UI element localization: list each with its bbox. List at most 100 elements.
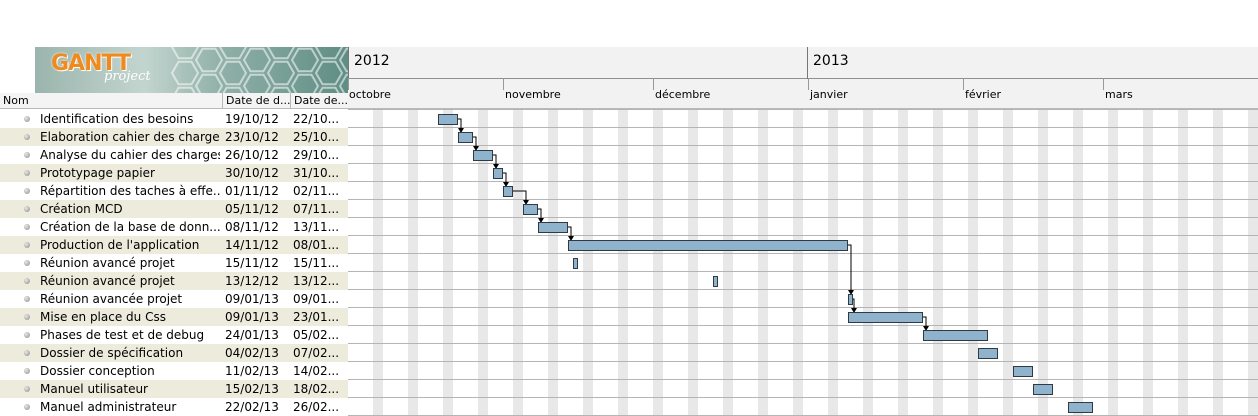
task-start-date: 15/11/12	[225, 256, 279, 270]
task-end-date: 07/02...	[293, 346, 340, 360]
task-end-date: 31/10...	[293, 166, 340, 180]
task-bullet-icon	[24, 170, 30, 176]
weekend-column	[793, 109, 803, 416]
hexagon-shape	[222, 86, 244, 93]
task-row[interactable]: Dossier de spécification 04/02/13 07/02...	[0, 344, 348, 362]
dependency-arrow-icon	[848, 290, 854, 295]
task-start-date: 13/12/12	[225, 274, 279, 288]
weekend-column	[1213, 109, 1223, 416]
task-bar[interactable]	[848, 312, 923, 323]
task-bar[interactable]	[458, 132, 473, 143]
task-row[interactable]: Prototypage papier 30/10/12 31/10...	[0, 164, 348, 182]
task-bar[interactable]	[978, 348, 998, 359]
dependency-line	[472, 136, 477, 149]
task-bar[interactable]	[1013, 366, 1033, 377]
logo-subtitle: project	[104, 69, 151, 84]
month-divider	[348, 78, 349, 90]
task-row[interactable]: Analyse du cahier des charges 26/10/12 29/…	[0, 146, 348, 164]
weekend-column	[723, 109, 733, 416]
task-row[interactable]: Répartition des taches à effe... 01/11/12…	[0, 182, 348, 200]
task-row[interactable]: Manuel administrateur 22/02/13 26/02...	[0, 398, 348, 416]
chart-canvas	[348, 109, 1258, 416]
task-bar[interactable]	[538, 222, 568, 233]
weekend-column	[1178, 109, 1188, 416]
chart-grid	[348, 109, 1258, 416]
month-label-mars: mars	[1105, 88, 1133, 101]
task-name: Elaboration cahier des charges	[40, 130, 220, 144]
task-start-date: 24/01/13	[225, 328, 279, 342]
task-bar[interactable]	[573, 258, 578, 269]
task-start-date: 19/10/12	[225, 112, 279, 126]
weekend-column	[1248, 109, 1258, 416]
month-divider	[1103, 78, 1104, 90]
weekend-column	[653, 109, 663, 416]
dependency-arrow-icon	[493, 164, 499, 169]
task-bar[interactable]	[713, 276, 718, 287]
task-start-date: 30/10/12	[225, 166, 279, 180]
task-bullet-icon	[24, 188, 30, 194]
task-row[interactable]: Dossier conception 11/02/13 14/02...	[0, 362, 348, 380]
task-bar[interactable]	[568, 240, 848, 251]
task-bullet-icon	[24, 224, 30, 230]
weekend-column	[443, 109, 453, 416]
task-name: Prototypage papier	[40, 166, 155, 180]
task-bar[interactable]	[503, 186, 513, 197]
month-divider	[808, 78, 809, 90]
task-end-date: 08/01...	[293, 238, 340, 252]
task-name: Mise en place du Css	[40, 310, 166, 324]
task-table: GANTT project Nom Date de d... Date de..…	[0, 0, 348, 416]
task-row[interactable]: Création MCD 05/11/12 07/11...	[0, 200, 348, 218]
task-end-date: 26/02...	[293, 400, 340, 414]
task-start-date: 22/02/13	[225, 400, 279, 414]
task-bullet-icon	[24, 152, 30, 158]
task-row[interactable]: Phases de test et de debug 24/01/13 05/02.…	[0, 326, 348, 344]
hexagon-shape	[270, 86, 292, 93]
task-row[interactable]: Création de la base de donn... 08/11/12 13…	[0, 218, 348, 236]
task-bullet-icon	[24, 242, 30, 248]
task-bar[interactable]	[1033, 384, 1053, 395]
dependency-arrow-icon	[473, 146, 479, 151]
task-bullet-icon	[24, 278, 30, 284]
dependency-arrow-icon	[851, 308, 857, 313]
task-bar[interactable]	[473, 150, 493, 161]
task-start-date: 15/02/13	[225, 382, 279, 396]
task-bullet-icon	[24, 404, 30, 410]
weekend-column	[583, 109, 593, 416]
task-row[interactable]: Réunion avancé projet 13/12/12 13/12...	[0, 272, 348, 290]
task-row[interactable]: Réunion avancé projet 15/11/12 15/11...	[0, 254, 348, 272]
task-bar[interactable]	[438, 114, 458, 125]
dependency-arrow-icon	[568, 236, 574, 241]
task-row[interactable]: Production de l'application 14/11/12 08/01…	[0, 236, 348, 254]
task-end-date: 02/11...	[293, 184, 340, 198]
task-bullet-icon	[24, 368, 30, 374]
task-name: Analyse du cahier des charges	[40, 148, 220, 162]
hexagon-shape	[266, 47, 296, 60]
weekend-column	[408, 109, 418, 416]
column-header-name[interactable]: Nom	[3, 94, 29, 107]
column-header-start-date[interactable]: Date de d...	[222, 93, 290, 108]
hexagon-shape	[290, 73, 320, 93]
logo-title: GANTT	[51, 51, 131, 76]
task-bar[interactable]	[923, 330, 988, 341]
weekend-column	[513, 109, 523, 416]
task-bar[interactable]	[1068, 402, 1093, 413]
task-bullet-icon	[24, 206, 30, 212]
task-end-date: 14/02...	[293, 364, 340, 378]
dependency-line	[512, 190, 527, 203]
weekend-column	[1143, 109, 1153, 416]
task-row[interactable]: Identification des besoins 19/10/12 22/10.…	[0, 110, 348, 128]
hexagon-pattern-icon	[170, 47, 348, 93]
task-name: Réunion avancée projet	[40, 292, 183, 306]
task-end-date: 13/11...	[293, 220, 340, 234]
column-header-end-date[interactable]: Date de...	[290, 93, 348, 108]
task-row[interactable]: Elaboration cahier des charges 23/10/12 25…	[0, 128, 348, 146]
task-row[interactable]: Mise en place du Css 09/01/13 23/01...	[0, 308, 348, 326]
hexagon-shape	[174, 86, 196, 93]
ganttproject-logo: GANTT project	[35, 47, 348, 93]
task-bar[interactable]	[848, 294, 853, 305]
task-row[interactable]: Manuel utilisateur 15/02/13 18/02...	[0, 380, 348, 398]
task-bar[interactable]	[523, 204, 538, 215]
task-row[interactable]: Réunion avancée projet 09/01/13 09/01...	[0, 290, 348, 308]
task-bar[interactable]	[493, 168, 503, 179]
task-start-date: 01/11/12	[225, 184, 279, 198]
